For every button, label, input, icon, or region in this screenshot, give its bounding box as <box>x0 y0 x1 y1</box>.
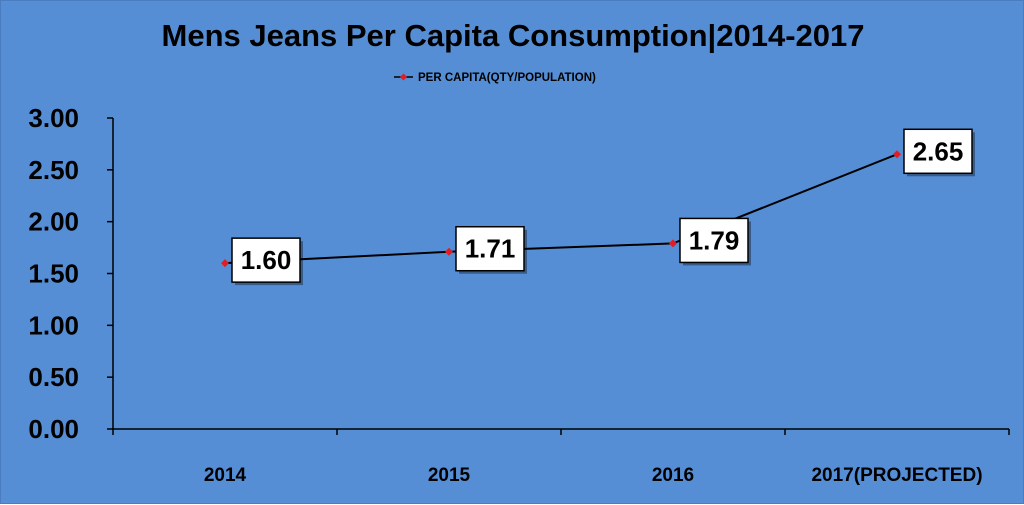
y-tick-label: 1.50 <box>28 259 79 289</box>
y-tick-label: 1.00 <box>28 310 79 340</box>
series-line <box>224 153 898 265</box>
data-label: 2.65 <box>913 136 964 166</box>
legend: PER CAPITA(QTY/POPULATION) <box>394 72 596 84</box>
data-point-marker <box>669 239 677 248</box>
data-label-box <box>231 237 301 283</box>
data-point-marker <box>445 247 453 256</box>
x-tick-label: 2015 <box>428 465 471 486</box>
data-label-box <box>903 128 973 175</box>
x-tick-label: 2014 <box>204 465 247 486</box>
x-tick-label: 2017(PROJECTED) <box>811 465 982 486</box>
x-axis: 2014 2015 2016 2017(PROJECTED) <box>112 428 1010 486</box>
y-tick-label: 2.00 <box>28 207 79 237</box>
x-tick-label: 2016 <box>652 465 694 486</box>
y-tick-label: 0.00 <box>28 414 79 444</box>
data-labels: 1.60 1.71 1.79 2.65 <box>231 128 975 286</box>
y-tick-label: 2.50 <box>28 155 79 185</box>
data-series <box>221 150 901 268</box>
y-tick-label: 0.50 <box>28 362 79 392</box>
data-label: 1.71 <box>465 234 516 264</box>
data-label-box <box>455 225 525 272</box>
data-point-marker <box>221 259 229 268</box>
y-axis: 3.00 2.50 2.00 1.50 1.00 0.50 0.00 <box>28 103 114 444</box>
data-label: 1.79 <box>689 225 740 255</box>
data-label: 1.60 <box>241 245 292 275</box>
legend-marker-icon <box>400 73 407 81</box>
data-point-marker <box>893 150 901 159</box>
data-label-box <box>679 217 749 264</box>
legend-label: PER CAPITA(QTY/POPULATION) <box>418 72 596 84</box>
chart-title: Mens Jeans Per Capita Consumption|2014-2… <box>162 18 865 53</box>
y-tick-label: 3.00 <box>28 103 79 133</box>
